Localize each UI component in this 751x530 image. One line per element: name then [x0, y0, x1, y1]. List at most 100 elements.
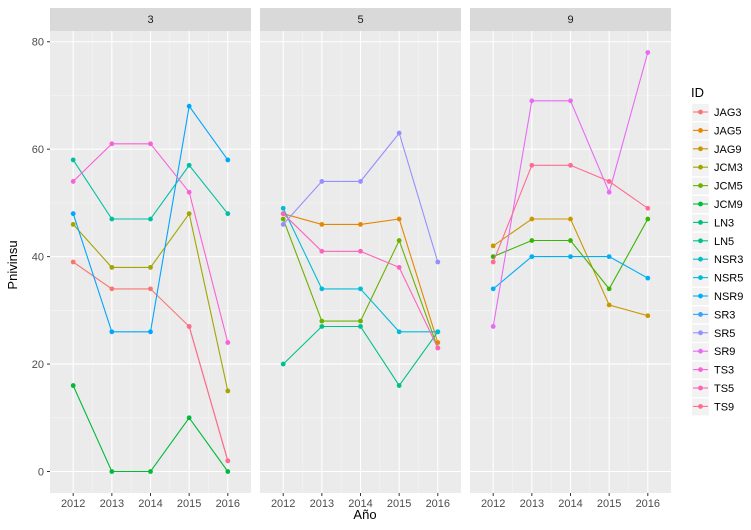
x-tick-label: 2015 [387, 498, 411, 510]
data-point [529, 216, 535, 222]
y-axis: 0 20 40 60 80 [32, 37, 50, 479]
legend-label: JCM9 [714, 199, 743, 211]
data-point [358, 248, 363, 254]
data-point [319, 221, 325, 227]
data-point [319, 324, 325, 329]
facet-strip-label: 5 [357, 14, 363, 26]
data-point [186, 415, 192, 421]
data-point [186, 324, 192, 329]
facet-panel-9: 9 [470, 8, 671, 493]
legend-item-JCM3: JCM3 [692, 159, 743, 177]
legend-label: SR5 [714, 328, 735, 340]
data-point [396, 383, 402, 388]
data-point [435, 345, 441, 351]
data-point [645, 205, 651, 211]
facet-panel-3: 3 [50, 8, 251, 493]
legend-point [698, 109, 703, 115]
data-point [319, 248, 325, 254]
legend-point [698, 256, 703, 262]
legend-item-SR5: SR5 [692, 324, 735, 342]
series-TS5 [280, 211, 441, 351]
series-NSR3 [70, 157, 231, 222]
data-point [225, 388, 231, 394]
facet-strip [260, 8, 461, 31]
series-line-TS9 [188, 326, 229, 461]
legend-item-TS9: TS9 [692, 398, 734, 416]
data-point [358, 324, 363, 329]
data-point [568, 216, 573, 222]
legend-point [698, 220, 703, 225]
data-point [70, 383, 76, 388]
data-point [225, 340, 231, 345]
data-point [186, 211, 192, 217]
legend-point [698, 330, 703, 336]
data-point [148, 264, 153, 270]
data-point [319, 179, 325, 184]
legend-point [698, 127, 703, 133]
legend: ID JAG3 JAG5 JAG9 JCM3 JCM5 JCM9 LN3 LN5 NSR3 NSR… [691, 85, 743, 416]
legend-point [698, 312, 703, 317]
x-tick-label: 2012 [481, 498, 505, 510]
data-point [148, 329, 153, 335]
legend-point [698, 275, 703, 280]
facet-strip-label: 9 [567, 14, 573, 26]
data-point [280, 205, 286, 211]
legend-item-NSR5: NSR5 [692, 269, 743, 287]
data-point [435, 259, 441, 265]
data-point [70, 179, 76, 184]
data-point [225, 469, 231, 474]
y-axis-title: Pnivinsu [5, 240, 20, 289]
data-point [568, 98, 573, 104]
legend-item-LN5: LN5 [692, 232, 734, 250]
data-point [186, 162, 192, 168]
data-point [529, 238, 535, 243]
data-point [148, 141, 153, 147]
data-point [70, 259, 76, 265]
facet-strip-label: 3 [147, 14, 153, 26]
series-TS9 [186, 324, 231, 464]
legend-label: SR9 [714, 346, 735, 358]
legend-label: JCM5 [714, 181, 743, 193]
data-point [435, 329, 441, 335]
data-point [645, 216, 651, 222]
x-tick-label: 2012 [61, 498, 85, 510]
legend-label: LN5 [714, 236, 734, 248]
data-point [70, 221, 76, 227]
facet-strip [50, 8, 251, 31]
y-tick-label: 60 [32, 144, 44, 156]
data-point [396, 238, 402, 243]
data-point [645, 313, 651, 319]
data-point [358, 221, 363, 227]
data-point [490, 243, 496, 249]
data-point [319, 286, 325, 292]
legend-point [698, 238, 703, 244]
data-point [109, 286, 115, 292]
x-tick-label: 2014 [558, 498, 582, 510]
facet-panel-5: 5 [260, 8, 461, 493]
data-point [358, 318, 363, 324]
data-point [606, 254, 612, 260]
legend-point [698, 183, 703, 189]
data-point [148, 216, 153, 222]
legend-item-SR3: SR3 [692, 306, 735, 324]
x-tick-label: 2013 [520, 498, 544, 510]
legend-item-SR9: SR9 [692, 343, 735, 361]
x-axes: 2012 2013 2014 2015 2016 2012 2013 2014 2015 2016… [61, 493, 660, 510]
facet-strip [470, 8, 671, 31]
y-tick-label: 40 [32, 252, 44, 264]
data-point [148, 286, 153, 292]
legend-label: JAG9 [714, 144, 742, 156]
x-axis-title: Año [353, 507, 376, 522]
data-point [645, 50, 651, 55]
x-tick-label: 2013 [310, 498, 334, 510]
legend-item-TS3: TS3 [692, 361, 734, 379]
series-NSR5 [280, 205, 441, 335]
legend-item-JAG9: JAG9 [692, 140, 742, 158]
data-point [70, 157, 76, 163]
series-TS9 [490, 162, 651, 265]
data-point [225, 157, 231, 163]
data-point [280, 221, 286, 227]
legend-title: ID [691, 85, 704, 100]
data-point [70, 211, 76, 217]
data-point [358, 179, 363, 184]
